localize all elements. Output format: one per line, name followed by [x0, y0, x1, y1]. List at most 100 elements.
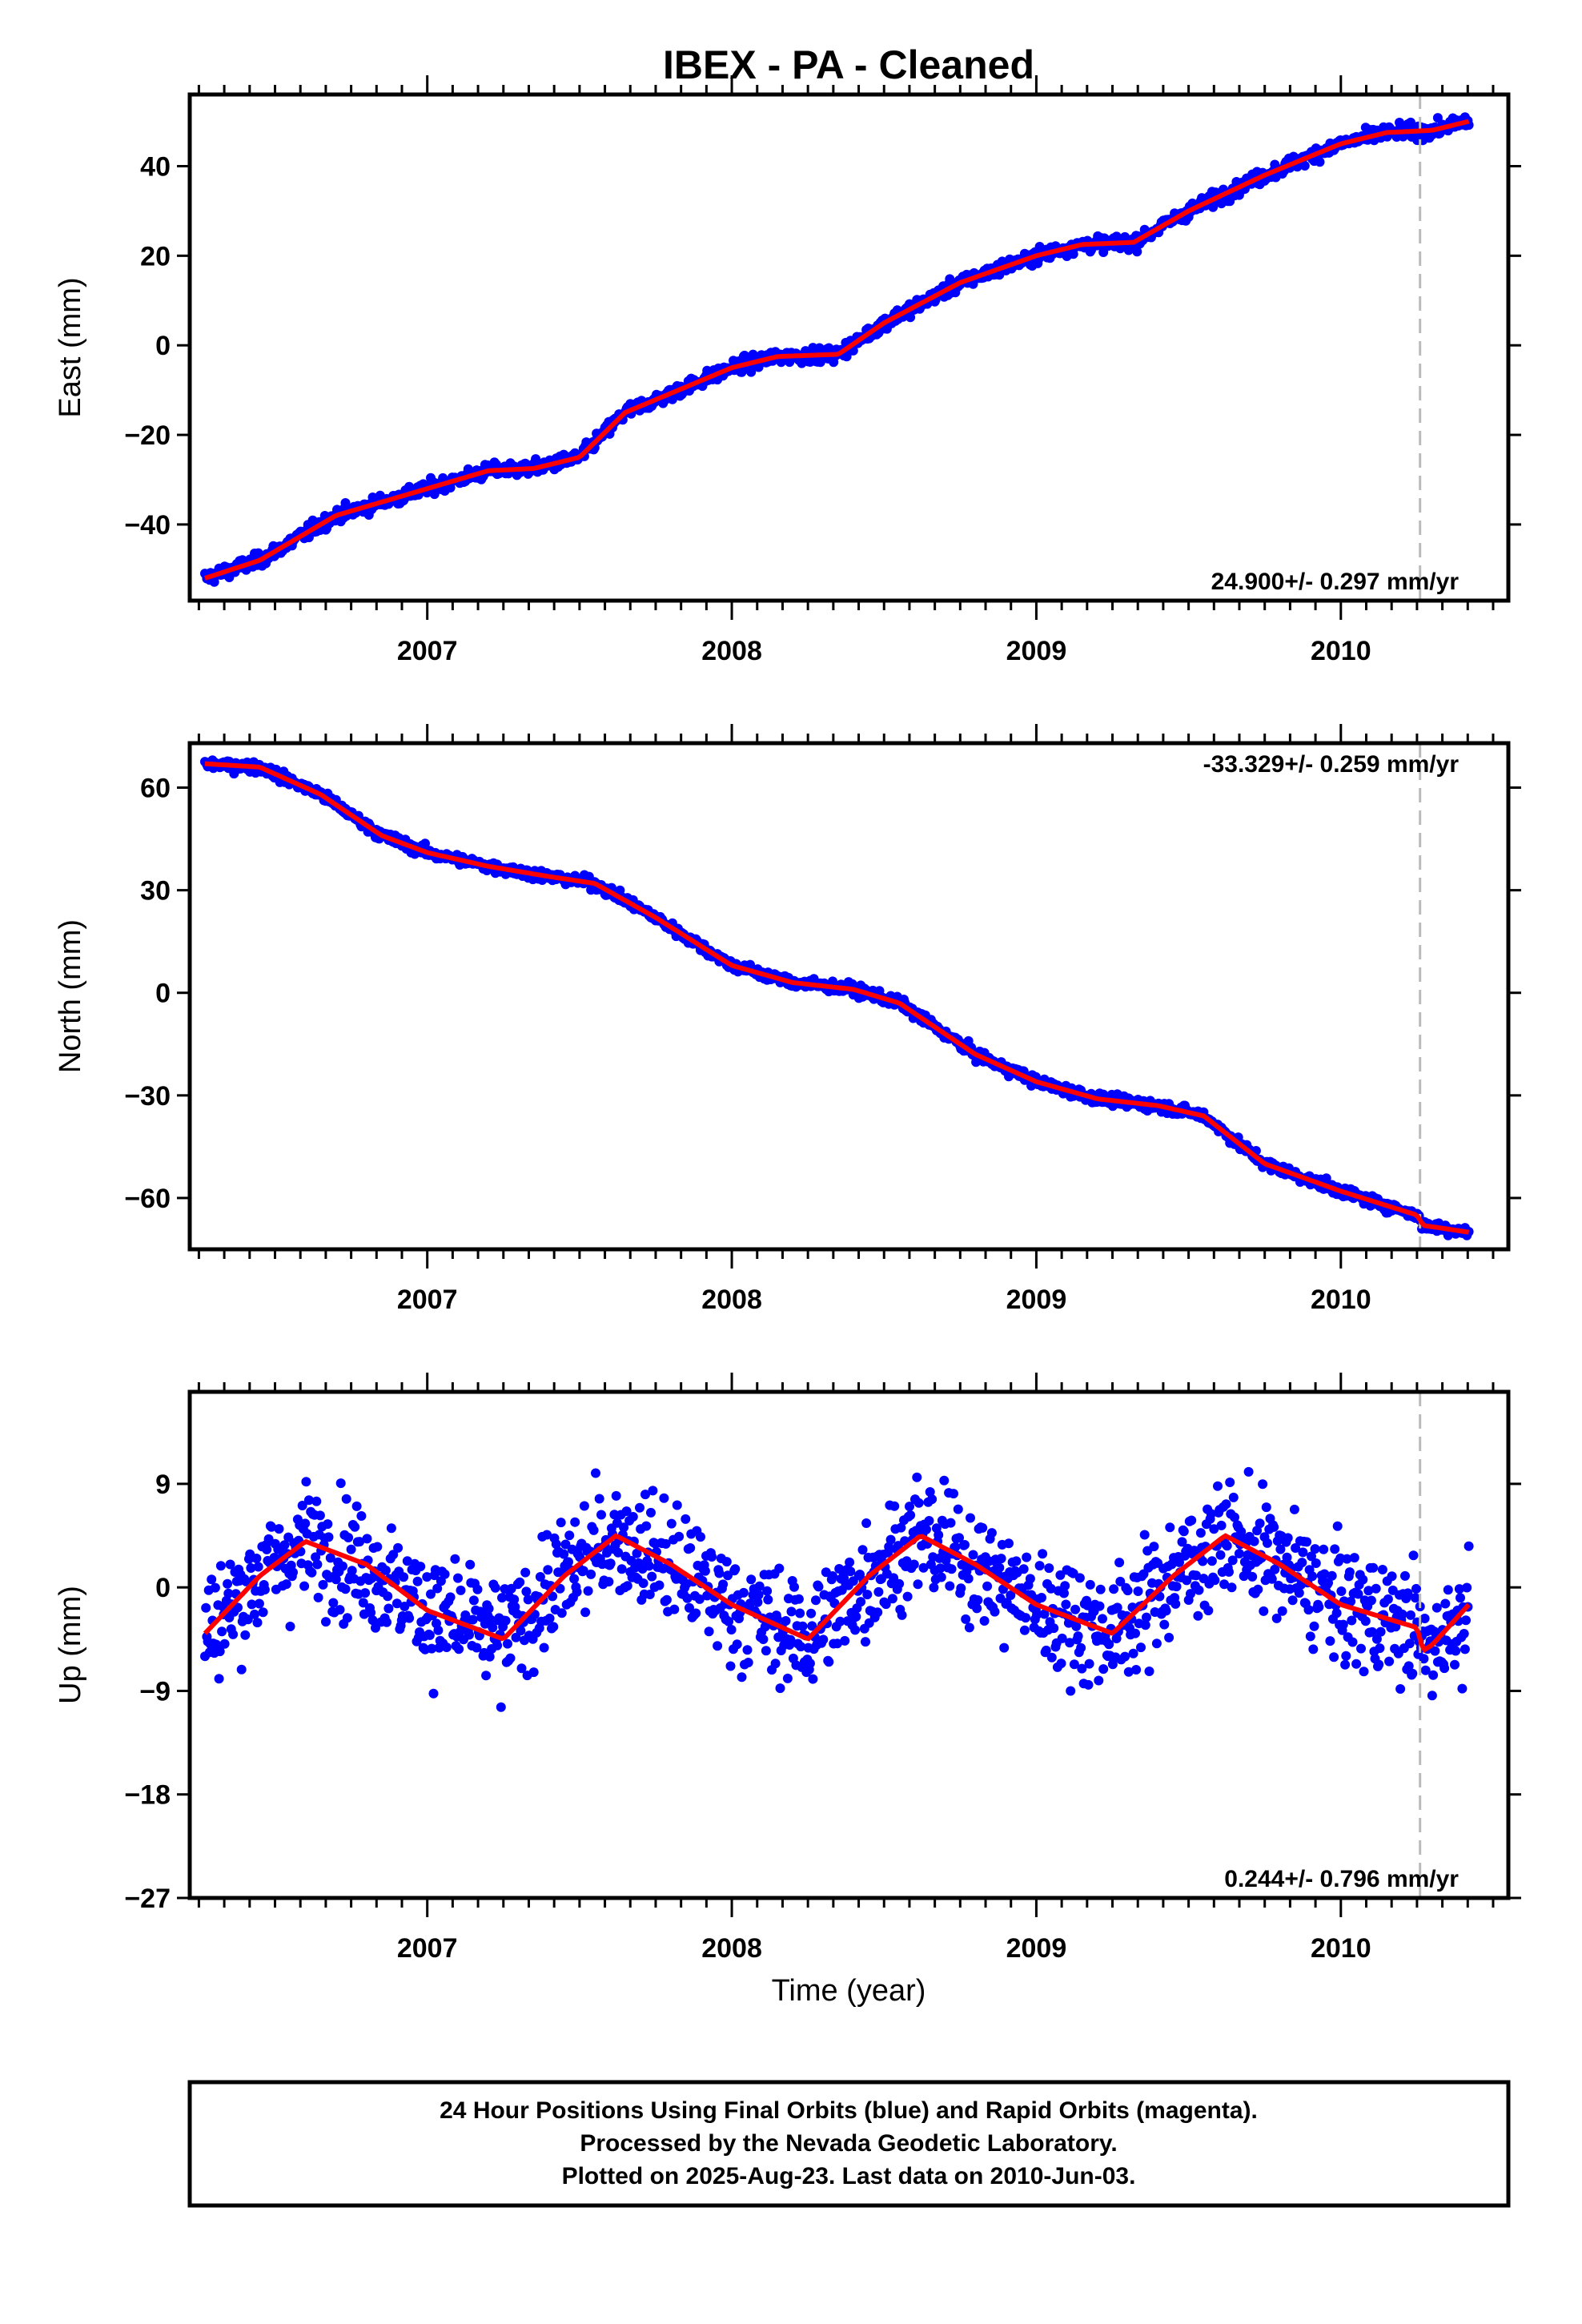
up-data-point	[861, 1637, 870, 1647]
up-data-point	[1247, 1571, 1258, 1582]
up-data-point	[1371, 1583, 1381, 1594]
up-data-point	[564, 1530, 575, 1541]
up-data-point	[346, 1544, 356, 1554]
up-data-point	[682, 1593, 693, 1603]
up-data-point	[857, 1545, 868, 1555]
up-data-point	[301, 1477, 311, 1487]
up-data-point	[763, 1594, 773, 1605]
up-data-point	[1356, 1643, 1366, 1654]
up-data-point	[288, 1567, 298, 1578]
up-data-point	[1430, 1646, 1440, 1656]
up-data-point	[1055, 1570, 1066, 1580]
up-data-point	[1177, 1537, 1187, 1547]
up-data-point	[367, 1615, 378, 1626]
up-data-point	[1341, 1651, 1351, 1661]
up-data-point	[1182, 1575, 1192, 1586]
up-ytick-label: −9	[139, 1676, 171, 1707]
up-data-point	[960, 1540, 970, 1550]
up-data-point	[881, 1599, 891, 1610]
up-data-point	[325, 1553, 335, 1563]
panel-east: −40 −20 0 20 40 2007 2008 2009 2010 East (mm) 24.9…	[54, 75, 1521, 666]
up-data-point	[806, 1608, 817, 1618]
up-data-point	[1178, 1526, 1189, 1537]
up-data-point	[262, 1544, 272, 1554]
x-axis-label: Time (year)	[772, 1974, 926, 2008]
panel-north: −60 −30 0 30 60 2007 2008 2009 2010 North (mm) -33…	[54, 724, 1521, 1315]
up-data-point	[789, 1582, 799, 1592]
up-data-point	[252, 1618, 263, 1628]
up-data-point	[383, 1603, 394, 1614]
up-data-point	[1271, 1613, 1282, 1623]
up-data-point	[1104, 1639, 1114, 1650]
up-data-point	[1144, 1667, 1154, 1676]
up-data-point	[1259, 1606, 1269, 1616]
up-data-point	[422, 1572, 432, 1582]
up-data-point	[432, 1583, 443, 1594]
up-data-point	[214, 1674, 224, 1684]
up-data-point	[1403, 1661, 1414, 1671]
up-data-point	[1253, 1584, 1263, 1594]
up-data-point	[1270, 1564, 1280, 1574]
up-data-point	[535, 1572, 545, 1582]
up-data-point	[1314, 1602, 1324, 1612]
up-data-point	[358, 1598, 368, 1608]
up-data-point	[644, 1561, 654, 1571]
up-data-point	[694, 1594, 705, 1604]
up-data-point	[1323, 1578, 1333, 1588]
up-data-point	[1347, 1637, 1358, 1647]
up-data-point	[1344, 1567, 1355, 1578]
up-data-point	[570, 1517, 580, 1527]
up-data-point	[905, 1502, 914, 1512]
up-data-point	[511, 1632, 521, 1642]
up-data-point	[832, 1638, 842, 1649]
east-velocity-label: 24.900+/- 0.297 mm/yr	[1211, 569, 1460, 595]
up-data-point	[1094, 1601, 1105, 1611]
up-data-point	[818, 1634, 829, 1645]
up-data-point	[913, 1498, 924, 1508]
up-data-point	[641, 1521, 652, 1531]
up-data-point	[1298, 1547, 1308, 1558]
up-data-point	[1174, 1557, 1184, 1567]
up-data-point	[725, 1661, 736, 1671]
up-data-point	[1267, 1574, 1277, 1584]
up-data-point	[961, 1614, 971, 1624]
up-data-point	[559, 1549, 569, 1559]
up-data-point	[233, 1602, 243, 1613]
up-data-point	[215, 1647, 225, 1657]
up-data-point	[758, 1634, 769, 1644]
up-data-point	[454, 1644, 464, 1655]
up-data-point	[611, 1490, 621, 1501]
up-data-point	[1076, 1642, 1086, 1653]
up-data-point	[1408, 1550, 1419, 1561]
north-model-curve	[204, 761, 1469, 1235]
up-data-point	[1019, 1625, 1030, 1635]
up-data-point	[1049, 1623, 1059, 1634]
up-data-point	[1136, 1642, 1146, 1653]
up-data-point	[905, 1510, 916, 1520]
up-data-point	[1034, 1561, 1045, 1571]
up-data-point	[685, 1543, 696, 1553]
up-data-point	[1454, 1584, 1464, 1594]
up-data-point	[1330, 1544, 1340, 1554]
up-data-point	[1159, 1619, 1170, 1630]
up-data-point	[840, 1635, 850, 1646]
up-data-point	[713, 1641, 723, 1651]
up-data-point	[1004, 1538, 1014, 1549]
up-data-point	[1359, 1667, 1369, 1677]
east-points	[200, 112, 1474, 587]
up-data-point	[445, 1592, 456, 1602]
up-data-point	[360, 1588, 371, 1598]
up-data-point	[485, 1614, 496, 1625]
up-data-point	[1456, 1593, 1465, 1603]
up-data-point	[862, 1590, 873, 1600]
up-ytick-label: −18	[124, 1780, 171, 1811]
up-data-point	[569, 1574, 580, 1584]
up-data-point	[1275, 1544, 1286, 1554]
up-data-point	[303, 1495, 314, 1506]
up-data-point	[861, 1518, 872, 1528]
up-data-point	[1065, 1638, 1075, 1648]
up-data-point	[889, 1501, 900, 1511]
up-data-point	[311, 1552, 321, 1562]
up-data-point	[835, 1616, 845, 1626]
